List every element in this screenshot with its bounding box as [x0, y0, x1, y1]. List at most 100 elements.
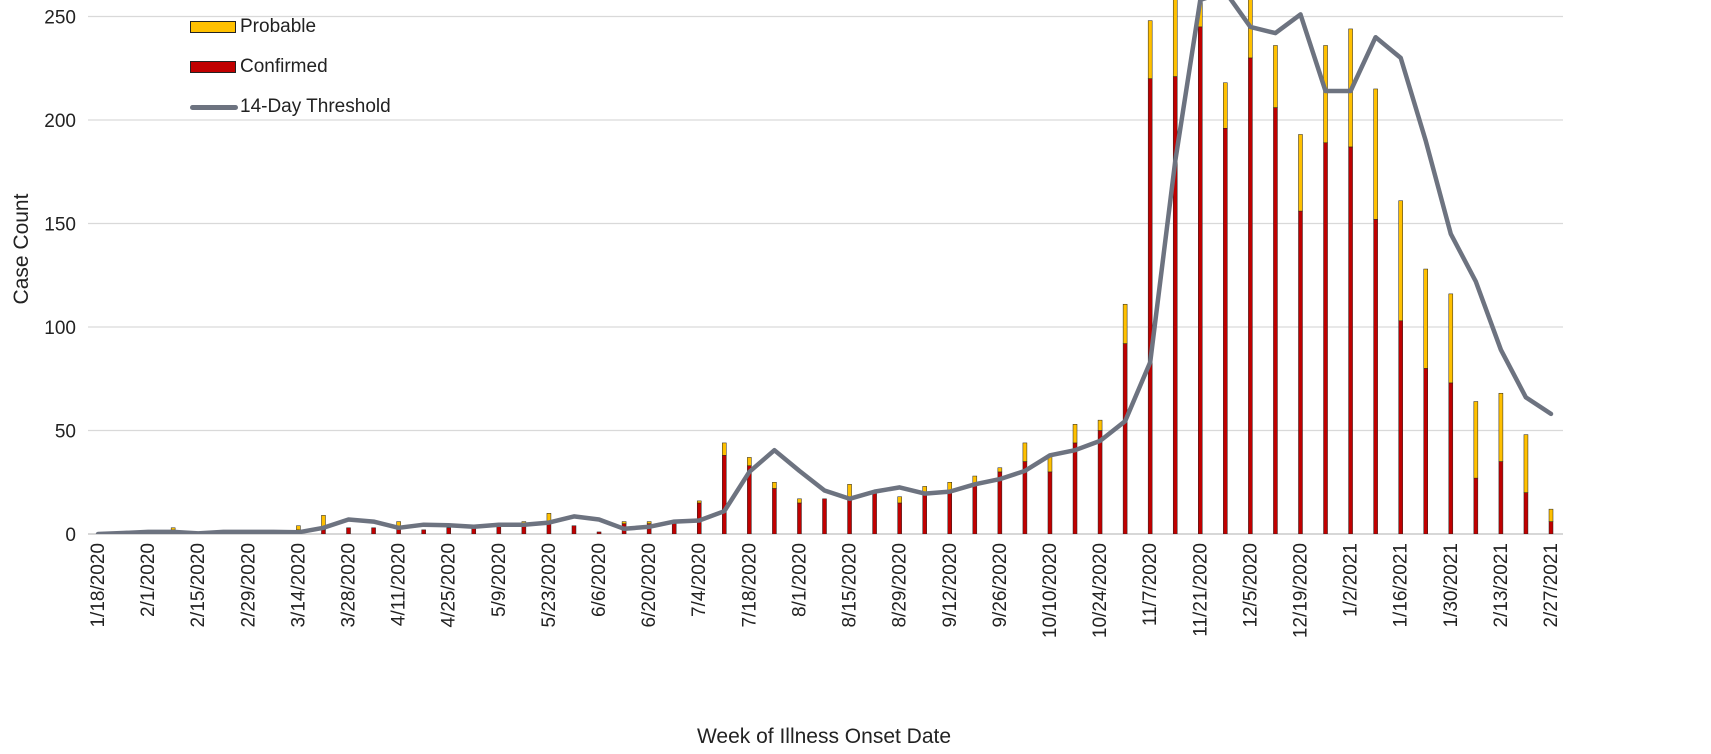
bar-confirmed [772, 488, 777, 534]
y-tick-label: 200 [44, 111, 76, 132]
bar-confirmed [1248, 57, 1253, 534]
y-tick-label: 100 [44, 318, 76, 339]
x-tick-label: 5/9/2020 [489, 543, 510, 617]
bar-confirmed [1348, 146, 1353, 534]
bar-probable [847, 484, 852, 497]
bar-confirmed [1448, 382, 1454, 534]
bar-confirmed [671, 523, 677, 534]
bar-probable [1298, 134, 1303, 212]
x-tick-label: 9/26/2020 [990, 543, 1011, 628]
bar-confirmed [1122, 343, 1128, 534]
y-tick-label: 150 [44, 215, 76, 236]
y-tick-label: 0 [65, 525, 76, 546]
x-tick-label: 5/23/2020 [539, 543, 560, 628]
legend-swatch-probable [190, 21, 236, 33]
y-tick-label: 50 [55, 422, 76, 443]
x-tick-label: 11/21/2020 [1190, 543, 1211, 637]
legend-item-confirmed: Confirmed [190, 56, 328, 78]
legend-label-probable: Probable [240, 16, 317, 37]
bar-confirmed [1473, 477, 1479, 534]
bar-confirmed [797, 502, 802, 534]
bar-probable [722, 442, 727, 456]
bar-confirmed [1198, 26, 1203, 534]
bar-confirmed [872, 492, 877, 534]
bar-probable [1097, 419, 1103, 431]
x-axis-title: Week of Illness Onset Date [697, 725, 951, 748]
legend-line-threshold [190, 104, 238, 110]
bar-confirmed [722, 455, 727, 534]
x-tick-label: 4/25/2020 [439, 543, 460, 628]
x-tick-label: 10/10/2020 [1040, 543, 1061, 638]
bar-probable [296, 525, 301, 531]
x-tick-labels: 1/18/2020 2/1/2020 2/15/2020 2/29/2020 3/14/… [88, 543, 1562, 638]
bar-confirmed [1373, 219, 1378, 534]
x-tick-label: 2/13/2021 [1491, 543, 1512, 628]
bar-confirmed [1273, 107, 1278, 534]
bar-probable [747, 457, 752, 466]
bar-probable [1022, 442, 1028, 462]
bar-confirmed [1072, 442, 1078, 534]
x-tick-label: 1/16/2021 [1391, 543, 1412, 628]
bar-confirmed [922, 492, 927, 534]
bar-confirmed [371, 527, 376, 534]
bar-probable [1498, 392, 1504, 462]
bar-confirmed [1047, 471, 1053, 534]
bar-confirmed [1147, 78, 1153, 534]
bar-probable [897, 496, 902, 504]
threshold-line-layer [95, 0, 1554, 534]
x-tick-label: 2/1/2020 [138, 543, 159, 617]
x-tick-label: 8/1/2020 [789, 543, 810, 617]
bar-probable [1448, 293, 1454, 384]
y-tick-labels: 0 50 100 150 200 250 [44, 8, 76, 547]
x-tick-label: 8/29/2020 [890, 543, 911, 628]
bar-confirmed [1423, 368, 1428, 534]
x-tick-label: 8/15/2020 [840, 543, 861, 628]
x-tick-label: 1/18/2020 [88, 543, 109, 628]
bar-probable [1523, 434, 1529, 493]
bar-probable [1072, 424, 1078, 444]
bar-confirmed [1398, 320, 1403, 534]
x-tick-label: 1/2/2021 [1341, 543, 1362, 617]
bar-confirmed [1523, 492, 1529, 534]
bar-probable [997, 467, 1003, 473]
bar-probable [1323, 45, 1328, 144]
x-tick-label: 12/5/2020 [1240, 543, 1261, 628]
bar-probable [1172, 0, 1178, 77]
bar-probable [1223, 82, 1228, 129]
bar-probable [1147, 20, 1153, 79]
bar-confirmed [897, 502, 902, 534]
bar-probable [170, 527, 176, 531]
threshold-line [95, 0, 1554, 534]
bar-confirmed [1298, 210, 1303, 534]
bar-confirmed [1223, 128, 1228, 534]
y-axis-title: Case Count [10, 193, 33, 304]
bar-probable [1273, 45, 1278, 108]
x-tick-label: 7/18/2020 [739, 543, 760, 628]
x-tick-label: 7/4/2020 [689, 543, 710, 617]
x-tick-label: 10/24/2020 [1090, 543, 1111, 638]
x-tick-label: 2/27/2021 [1541, 543, 1562, 628]
bar-probable [1373, 88, 1378, 220]
bar-confirmed [1498, 461, 1504, 534]
bar-confirmed [1548, 521, 1554, 534]
bar-probable [696, 500, 702, 504]
x-tick-label: 6/20/2020 [639, 543, 660, 628]
bars [170, 0, 1554, 534]
x-tick-label: 2/15/2020 [188, 543, 209, 628]
x-tick-label: 11/7/2020 [1140, 543, 1161, 626]
bar-confirmed [346, 527, 351, 534]
legend-label-threshold: 14-Day Threshold [240, 96, 391, 117]
bar-probable [1423, 268, 1428, 369]
x-tick-label: 9/12/2020 [940, 543, 961, 628]
bar-probable [1122, 303, 1128, 344]
bar-confirmed [822, 498, 827, 534]
x-tick-label: 3/28/2020 [339, 543, 360, 628]
bar-probable [621, 521, 627, 524]
bar-probable [1473, 401, 1479, 479]
legend-item-threshold: 14-Day Threshold [190, 96, 391, 118]
bar-confirmed [446, 527, 451, 534]
legend-item-probable: Probable [190, 16, 316, 38]
bar-probable [1398, 200, 1403, 322]
x-tick-label: 3/14/2020 [288, 543, 309, 628]
